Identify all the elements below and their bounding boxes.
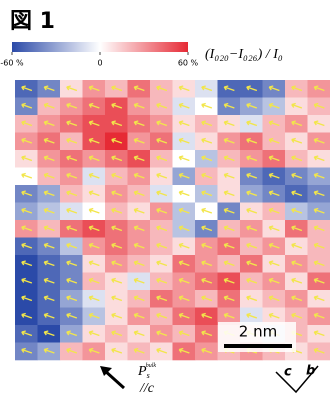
scale-bar-label: 2 nm bbox=[239, 323, 277, 341]
sub: s bbox=[147, 371, 150, 380]
axis-c: c bbox=[284, 365, 292, 380]
polarization-direction: //c bbox=[139, 381, 155, 396]
figure-label: 図 1 bbox=[10, 9, 55, 34]
axis-b: b bbox=[306, 364, 315, 379]
polarization-label: Psbulk bbox=[137, 363, 156, 379]
colorbar-tick-label: 0 bbox=[97, 59, 102, 68]
colorbar bbox=[12, 42, 188, 52]
colorbar-tick-label: 60 % bbox=[178, 59, 199, 68]
colorbar-label: (I₀₂₀−I₀₂₆) / I₀ bbox=[205, 47, 283, 62]
colorbar-tick-label: -60 % bbox=[0, 59, 24, 68]
sup: bulk bbox=[146, 363, 157, 369]
